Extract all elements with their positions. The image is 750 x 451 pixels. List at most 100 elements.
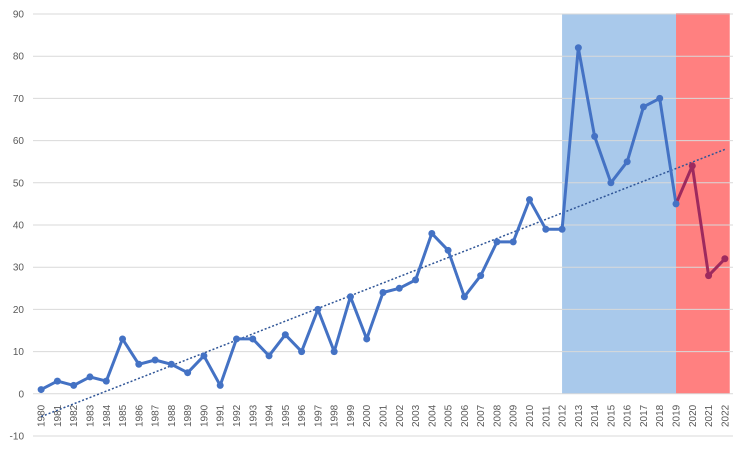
series-line-highlight xyxy=(674,164,726,278)
y-axis-ticks: -10 0 10 20 30 40 50 60 70 80 90 xyxy=(10,10,25,443)
data-point xyxy=(249,335,257,343)
x-tick-label: 1997 xyxy=(313,404,324,427)
y-tick-label: -10 xyxy=(10,432,25,443)
x-tick-label: 2018 xyxy=(655,404,666,427)
data-point xyxy=(428,229,436,237)
data-point xyxy=(721,255,729,263)
data-point xyxy=(412,276,420,284)
data-point xyxy=(639,103,647,111)
data-point xyxy=(509,238,517,246)
x-axis-ticks: 1980 1981 1982 1983 1984 1985 1986 1987 1988 1989… xyxy=(37,404,732,427)
data-point xyxy=(216,381,224,389)
x-tick-label: 1991 xyxy=(216,404,227,427)
x-tick-label: 2017 xyxy=(639,404,650,427)
x-tick-label: 2001 xyxy=(379,404,390,427)
x-tick-label: 2016 xyxy=(623,404,634,427)
x-tick-label: 2009 xyxy=(509,404,520,427)
data-point xyxy=(656,94,664,102)
x-tick-label: 1988 xyxy=(167,404,178,427)
highlight-bands xyxy=(562,13,730,394)
x-tick-label: 2011 xyxy=(541,405,552,427)
data-point xyxy=(232,335,240,343)
x-tick-label: 1986 xyxy=(134,404,145,427)
y-tick-label: 30 xyxy=(13,263,25,274)
y-tick-label: 80 xyxy=(13,52,25,63)
data-point xyxy=(346,293,354,301)
data-point xyxy=(574,44,582,52)
gridlines xyxy=(33,13,733,437)
data-point xyxy=(591,132,599,140)
x-tick-label: 1996 xyxy=(297,404,308,427)
x-tick-label: 2000 xyxy=(362,404,373,427)
y-tick-label: 70 xyxy=(13,94,25,105)
y-tick-label: 60 xyxy=(13,136,25,147)
highlight-band-0 xyxy=(562,14,677,394)
x-tick-label: 2014 xyxy=(590,404,601,427)
y-tick-label: 90 xyxy=(13,10,25,21)
data-point xyxy=(460,293,468,301)
x-tick-label: 2013 xyxy=(574,404,585,427)
x-tick-label: 2010 xyxy=(525,404,536,427)
data-point xyxy=(119,335,127,343)
data-point xyxy=(623,158,631,166)
data-point xyxy=(184,369,192,377)
data-point xyxy=(444,246,452,254)
data-point xyxy=(37,386,45,394)
x-tick-label: 2002 xyxy=(395,404,406,427)
x-tick-label: 1995 xyxy=(281,404,292,427)
y-tick-label: 0 xyxy=(18,389,24,400)
data-point xyxy=(672,200,680,208)
data-point xyxy=(330,348,338,356)
x-tick-label: 1998 xyxy=(330,404,341,427)
data-point xyxy=(314,305,322,313)
x-tick-label: 1981 xyxy=(53,404,64,427)
data-point xyxy=(526,196,534,204)
data-point xyxy=(151,356,159,364)
highlight-band-1 xyxy=(676,14,730,394)
data-point xyxy=(102,377,110,385)
data-point xyxy=(167,360,175,368)
data-point xyxy=(688,162,696,170)
x-tick-label: 1992 xyxy=(232,404,243,427)
x-tick-label: 2022 xyxy=(720,404,731,427)
data-point xyxy=(477,272,485,280)
data-point xyxy=(558,225,566,233)
data-point xyxy=(281,331,289,339)
x-tick-label: 1989 xyxy=(183,404,194,427)
x-tick-label: 1983 xyxy=(85,404,96,427)
y-tick-label: 10 xyxy=(13,347,25,358)
data-point xyxy=(363,335,371,343)
data-point xyxy=(379,289,387,297)
x-tick-label: 1993 xyxy=(248,404,259,427)
x-tick-label: 2020 xyxy=(688,404,699,427)
data-point xyxy=(265,352,273,360)
data-point xyxy=(493,238,501,246)
x-tick-label: 1985 xyxy=(118,404,129,427)
x-tick-label: 2003 xyxy=(411,404,422,427)
x-tick-label: 1984 xyxy=(102,404,113,427)
x-tick-label: 2004 xyxy=(427,404,438,427)
x-tick-label: 2021 xyxy=(704,404,715,427)
x-tick-label: 1999 xyxy=(346,404,357,427)
x-tick-label: 2006 xyxy=(460,404,471,427)
x-tick-label: 2005 xyxy=(444,404,455,427)
data-point xyxy=(542,225,550,233)
y-tick-label: 40 xyxy=(13,221,25,232)
data-point xyxy=(395,284,403,292)
x-tick-label: 2007 xyxy=(476,404,487,427)
x-tick-label: 2015 xyxy=(606,404,617,427)
data-point xyxy=(135,360,143,368)
x-tick-label: 2019 xyxy=(672,404,683,427)
y-tick-label: 20 xyxy=(13,305,25,316)
data-point xyxy=(298,348,306,356)
data-point xyxy=(705,272,713,280)
data-points xyxy=(37,44,729,394)
x-tick-label: 2008 xyxy=(492,404,503,427)
data-point xyxy=(86,373,94,381)
series-line xyxy=(40,46,678,391)
x-tick-label: 1987 xyxy=(151,404,162,427)
data-point xyxy=(607,179,615,187)
data-point xyxy=(200,352,208,360)
data-point xyxy=(53,377,61,385)
